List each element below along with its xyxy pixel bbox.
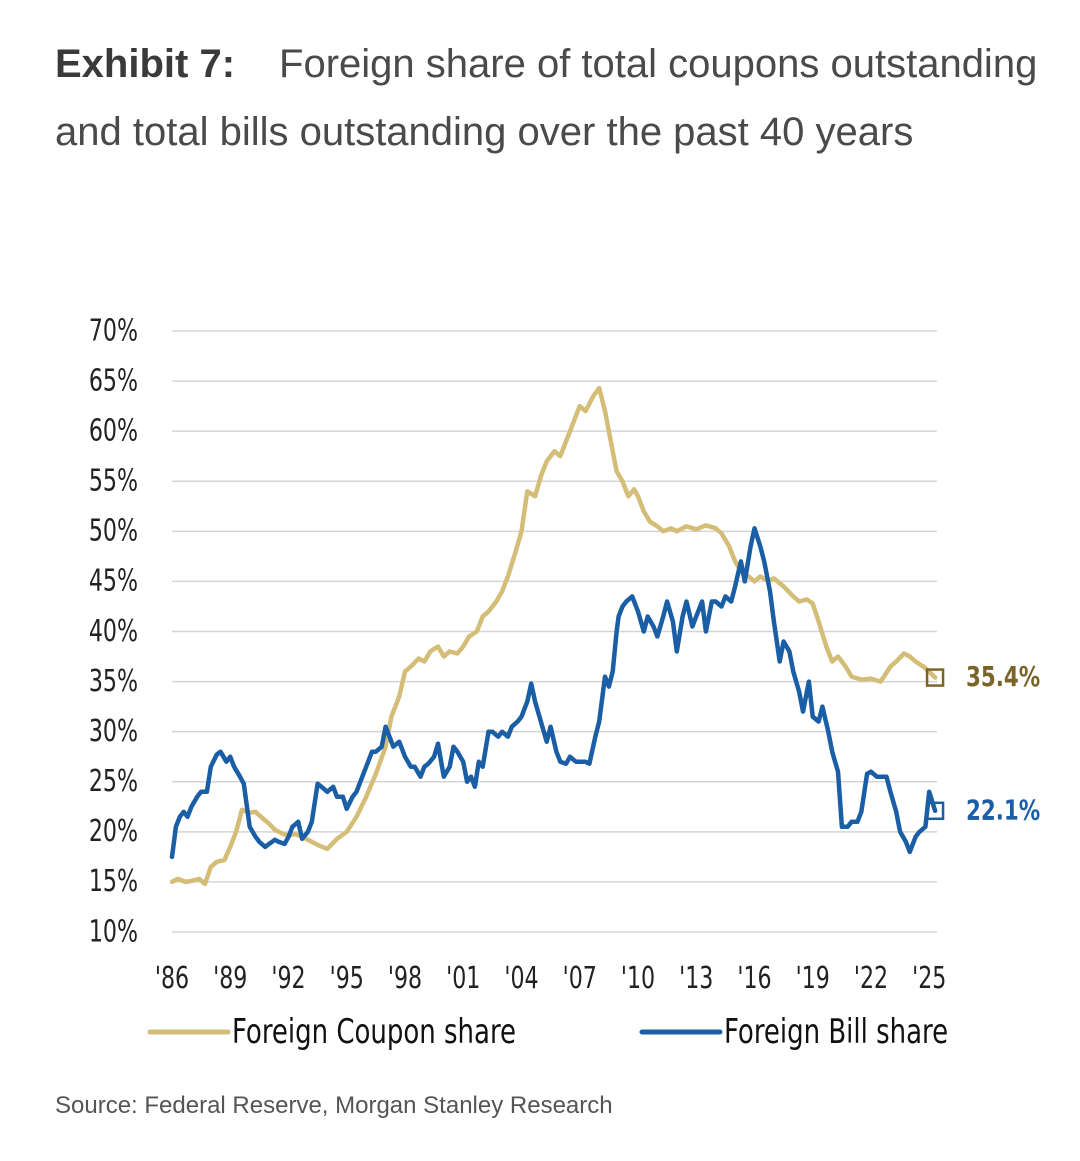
- y-tick-label: 10%: [89, 915, 138, 949]
- x-tick-label: '92: [271, 962, 305, 996]
- exhibit-title-text: Foreign share of total coupons outstandi…: [55, 42, 1038, 154]
- y-tick-label: 25%: [89, 765, 138, 799]
- y-tick-label: 45%: [89, 564, 138, 598]
- end-markers: 35.4% 22.1%: [925, 661, 1040, 827]
- bill-series-line: [169, 526, 938, 860]
- source-note: Source: Federal Reserve, Morgan Stanley …: [55, 1092, 613, 1119]
- x-tick-label: '25: [912, 962, 946, 996]
- y-tick-label: 70%: [89, 314, 138, 348]
- y-tick-label: 35%: [89, 665, 138, 699]
- y-tick-label: 65%: [89, 364, 138, 398]
- coupon-end-marker: [925, 668, 945, 687]
- coupon-end-label: 35.4%: [966, 661, 1040, 693]
- x-tick-label: '10: [621, 962, 655, 996]
- legend: Foreign Coupon share Foreign Bill share: [147, 1013, 948, 1052]
- coupon-legend-label: Foreign Coupon share: [232, 1013, 516, 1052]
- x-tick-label: '16: [737, 962, 771, 996]
- y-tick-label: 55%: [89, 464, 138, 498]
- exhibit-label: Exhibit 7:: [55, 42, 236, 86]
- x-tick-label: '07: [563, 962, 597, 996]
- y-axis-ticks: 10% 15% 20% 25% 30% 35% 40% 45% 50% 55% 60% 65% 70%: [89, 314, 138, 949]
- x-tick-label: '13: [679, 962, 713, 996]
- y-tick-label: 40%: [89, 615, 138, 649]
- y-tick-label: 60%: [89, 414, 138, 448]
- x-tick-label: '19: [796, 962, 830, 996]
- x-tick-label: '89: [213, 962, 247, 996]
- x-tick-label: '98: [388, 962, 422, 996]
- bill-legend-label: Foreign Bill share: [724, 1013, 948, 1052]
- x-tick-label: '95: [330, 962, 364, 996]
- bill-end-marker: [925, 801, 945, 821]
- x-tick-label: '86: [155, 962, 189, 996]
- chart-title: Exhibit 7: Foreign share of total coupons…: [55, 30, 1055, 166]
- y-tick-label: 30%: [89, 715, 138, 749]
- x-tick-label: '22: [854, 962, 888, 996]
- y-tick-label: 20%: [89, 815, 138, 849]
- bill-end-label: 22.1%: [966, 795, 1040, 827]
- x-tick-label: '01: [446, 962, 480, 996]
- x-tick-label: '04: [504, 962, 538, 996]
- y-tick-label: 50%: [89, 514, 138, 548]
- y-tick-label: 15%: [89, 865, 138, 899]
- x-axis-ticks: '86 '89 '92 '95 '98 '01 '04 '07 '10 '13 '16 '19 '22 '…: [155, 962, 946, 996]
- series-lines: [169, 385, 938, 887]
- coupon-series-line: [169, 385, 938, 887]
